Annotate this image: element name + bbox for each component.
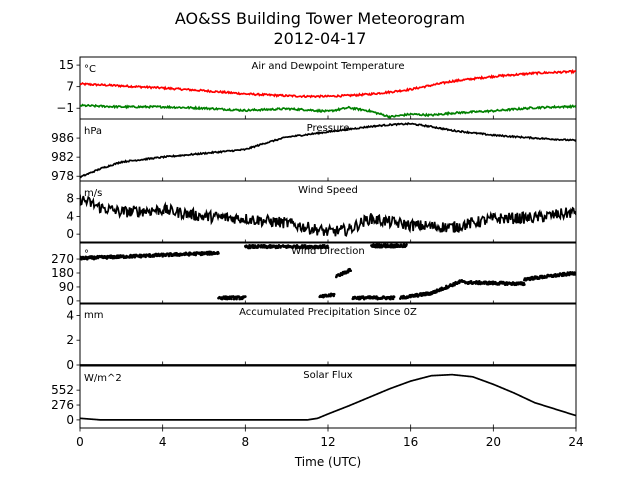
panel-1: Air and Dewpoint Temperature °C 15 7 −1 [56, 56, 577, 120]
series-line-1 [80, 122, 576, 179]
x-tick-label: 12 [320, 435, 335, 449]
panel-title: Pressure [307, 123, 350, 134]
panel-unit: W/m^2 [84, 373, 122, 384]
wind-direction-point [230, 297, 233, 301]
wind-direction-point [530, 275, 534, 279]
wind-direction-point [133, 255, 137, 259]
y-tick-label: 0 [66, 227, 74, 241]
wind-direction-point [206, 253, 209, 256]
y-tick-label: 0 [66, 294, 74, 308]
wind-direction-point [144, 255, 147, 259]
y-tick-label: 276 [51, 398, 74, 412]
series-line-2 [80, 103, 576, 119]
panel-2: Pressure hPa 986 982 978 [51, 118, 577, 183]
wind-direction-point [478, 280, 481, 283]
wind-direction-point [332, 292, 336, 296]
panel-3: Wind Speed m/s 8 4 0 [66, 180, 577, 244]
y-tick-label: 4 [66, 308, 74, 322]
wind-direction-point [389, 297, 392, 301]
wind-direction-point [405, 243, 408, 246]
wind-direction-point [453, 283, 456, 287]
x-tick-label: 8 [242, 435, 250, 449]
wind-direction-point [326, 246, 330, 250]
y-tick-label: 90 [59, 280, 74, 294]
series-line-1 [80, 68, 576, 99]
y-tick-label: 270 [51, 252, 74, 266]
wind-direction-point [392, 295, 396, 299]
y-tick-label: 180 [51, 266, 74, 280]
panel-unit: hPa [84, 126, 102, 137]
panel-title: Solar Flux [303, 370, 353, 381]
wind-direction-point [523, 283, 526, 286]
series-line-1 [80, 373, 576, 421]
y-tick-label: 4 [66, 209, 74, 223]
y-tick-label: 978 [51, 169, 74, 183]
panel-unit: ° [84, 249, 89, 260]
x-tick-label: 24 [568, 435, 583, 449]
y-tick-label: 986 [51, 131, 74, 145]
panels-group: Air and Dewpoint Temperature °C 15 7 −1 Press… [51, 56, 577, 429]
wind-direction-point [391, 297, 395, 301]
wind-direction-point [326, 244, 329, 248]
y-tick-label: 2 [66, 333, 74, 347]
x-axis-label: Time (UTC) [294, 455, 361, 469]
y-tick-label: 8 [66, 192, 74, 206]
y-tick-label: 7 [66, 80, 74, 94]
wind-direction-point [244, 295, 247, 298]
y-tick-label: 0 [66, 358, 74, 372]
panel-unit: °C [84, 64, 96, 75]
panel-title: Accumulated Precipitation Since 0Z [239, 307, 417, 318]
y-tick-label: 552 [51, 383, 74, 397]
y-tick-label: 982 [51, 150, 74, 164]
panel-title: Wind Speed [298, 185, 358, 196]
panel-title: Wind Direction [291, 246, 365, 257]
figure-subtitle: 2012-04-17 [274, 29, 367, 48]
figure-title: AO&SS Building Tower Meteorogram [175, 9, 465, 28]
x-axis: 0 4 8 12 16 20 24 [76, 428, 584, 449]
panel-unit: mm [84, 310, 103, 321]
panel-title: Air and Dewpoint Temperature [252, 61, 405, 72]
wind-direction-points [80, 243, 576, 301]
panel-5: Accumulated Precipitation Since 0Z mm 4 2 0 [66, 302, 577, 372]
x-tick-label: 0 [76, 435, 84, 449]
wind-direction-point [349, 269, 353, 273]
y-tick-label: 15 [59, 58, 74, 72]
y-tick-label: −1 [56, 101, 74, 115]
y-tick-label: 0 [66, 413, 74, 427]
series-line-1 [80, 194, 576, 238]
x-tick-label: 4 [159, 435, 167, 449]
wind-direction-point [574, 272, 576, 276]
wind-direction-point [217, 252, 220, 255]
x-tick-label: 16 [403, 435, 418, 449]
x-tick-label: 20 [486, 435, 501, 449]
panel-unit: m/s [84, 188, 102, 199]
